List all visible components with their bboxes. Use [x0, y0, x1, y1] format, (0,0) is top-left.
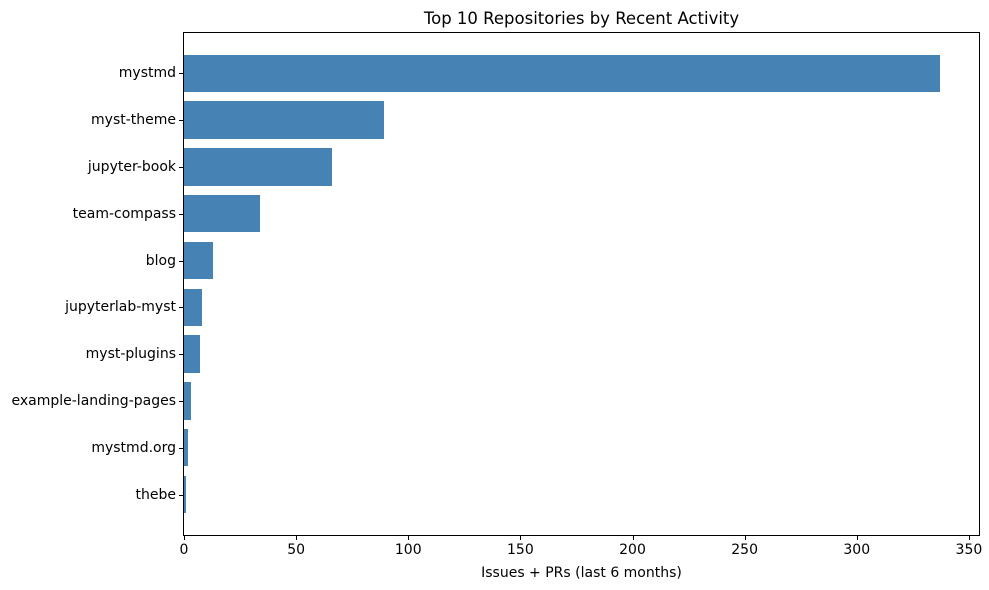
x-tick-mark — [856, 536, 858, 540]
y-tick-mark — [179, 354, 183, 356]
y-tick-label-thebe: thebe — [135, 486, 176, 503]
bar-thebe — [184, 475, 187, 514]
x-tick-label-0: 0 — [179, 542, 189, 558]
bar-team-compass — [184, 195, 261, 233]
y-tick-mark — [179, 213, 183, 215]
x-tick-label-350: 350 — [955, 542, 983, 558]
y-tick-mark — [179, 73, 183, 75]
bar-jupyter-book — [184, 148, 332, 186]
x-tick-label-50: 50 — [287, 542, 306, 558]
y-tick-mark — [179, 447, 183, 449]
x-tick-label-200: 200 — [619, 542, 646, 558]
x-tick-mark — [744, 536, 746, 540]
x-axis-label: Issues + PRs (last 6 months) — [481, 565, 682, 581]
x-tick-label-150: 150 — [507, 542, 534, 558]
y-tick-mark — [179, 260, 183, 262]
y-tick-mark — [179, 120, 183, 122]
bar-myst-plugins — [184, 335, 200, 373]
chart-title: Top 10 Repositories by Recent Activity — [423, 9, 740, 28]
y-tick-label-jupyter-book: jupyter-book — [87, 158, 176, 175]
x-tick-mark — [408, 536, 410, 540]
bar-mystmd.org — [184, 429, 189, 467]
y-tick-label-example-landing-pages: example-landing-pages — [11, 392, 177, 409]
y-tick-mark — [179, 400, 183, 402]
x-tick-mark — [296, 536, 298, 540]
x-tick-mark — [632, 536, 634, 540]
y-tick-label-myst-theme: myst-theme — [91, 112, 176, 129]
plot-area — [183, 32, 980, 536]
y-tick-label-myst-plugins: myst-plugins — [85, 346, 176, 363]
x-tick-label-250: 250 — [731, 542, 759, 558]
y-tick-label-team-compass: team-compass — [72, 205, 176, 222]
bar-jupyterlab-myst — [184, 288, 202, 326]
x-tick-label-100: 100 — [394, 542, 422, 558]
x-tick-label-300: 300 — [843, 542, 871, 558]
y-tick-mark — [179, 166, 183, 168]
bar-myst-theme — [184, 101, 384, 139]
y-tick-label-blog: blog — [145, 252, 176, 269]
x-tick-mark — [184, 536, 185, 540]
bar-blog — [184, 241, 214, 280]
y-tick-label-mystmd.org: mystmd.org — [91, 439, 176, 456]
bar-mystmd — [184, 54, 940, 92]
y-tick-mark — [179, 307, 183, 309]
y-tick-mark — [179, 494, 183, 496]
x-tick-mark — [968, 536, 970, 540]
y-tick-label-mystmd: mystmd — [118, 65, 176, 82]
y-tick-label-jupyterlab-myst: jupyterlab-myst — [65, 299, 176, 316]
x-tick-mark — [520, 536, 522, 540]
bar-example-landing-pages — [184, 382, 191, 420]
